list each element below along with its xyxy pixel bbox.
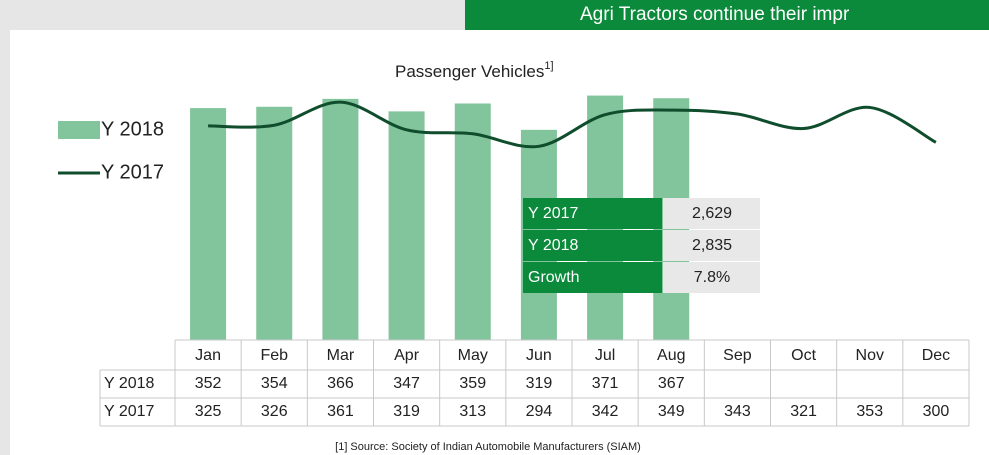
summary-label: Growth: [528, 269, 580, 286]
summary-label: Y 2018: [528, 237, 579, 254]
table-cell: 342: [592, 403, 619, 420]
x-tick-label: Feb: [260, 347, 288, 364]
bar: [322, 98, 359, 340]
legend-label: Y 2017: [101, 161, 164, 183]
summary-value: 7.8%: [694, 269, 730, 286]
table-cell: 367: [658, 375, 685, 392]
summary-value-bg: [663, 198, 760, 229]
x-tick-label: Apr: [394, 347, 420, 364]
table-cell: 319: [393, 403, 420, 420]
table-cell: 349: [658, 403, 685, 420]
bar: [190, 108, 227, 340]
legend-label: Y 2018: [101, 118, 164, 140]
bar: [454, 103, 491, 340]
summary-label-bg: [523, 198, 662, 229]
table-cell: 319: [526, 375, 553, 392]
summary-value: 2,629: [692, 205, 732, 222]
summary-label: Y 2017: [528, 205, 579, 222]
summary-label-bg: [523, 262, 662, 293]
x-tick-label: Jan: [195, 347, 221, 364]
table-cell: 294: [526, 403, 553, 420]
table-cell: 353: [856, 403, 883, 420]
table-cell: 361: [327, 403, 354, 420]
table-cell: 325: [195, 403, 222, 420]
table-cell: 321: [790, 403, 817, 420]
table-cell: 352: [195, 375, 222, 392]
legend-swatch: [58, 121, 100, 139]
title-note: 1]: [544, 60, 553, 72]
table-cell: 343: [724, 403, 751, 420]
table-cell: 371: [592, 375, 619, 392]
bar: [388, 111, 425, 340]
table-cell: 300: [923, 403, 950, 420]
table-cell: 354: [261, 375, 288, 392]
x-tick-label: May: [458, 347, 488, 364]
banner-bg: [465, 0, 989, 30]
summary-value-bg: [663, 262, 760, 293]
banner-text: Agri Tractors continue their impr: [580, 4, 850, 25]
panel: [10, 30, 989, 455]
table-cell: 347: [393, 375, 420, 392]
footnote: [1] Source: Society of Indian Automobile…: [335, 441, 641, 453]
x-tick-label: Oct: [791, 347, 816, 364]
x-tick-label: Aug: [657, 347, 685, 364]
x-tick-label: Mar: [327, 347, 355, 364]
table-cell: 366: [327, 375, 354, 392]
table-cell: 326: [261, 403, 288, 420]
summary-value: 2,835: [692, 237, 732, 254]
x-tick-label: Jun: [526, 347, 552, 364]
table-row-label: Y 2018: [104, 375, 155, 392]
table-row-label: Y 2017: [104, 403, 155, 420]
title-text: Passenger Vehicles: [395, 62, 544, 81]
bar: [256, 106, 293, 340]
x-tick-label: Dec: [922, 347, 950, 364]
chart-title: Passenger Vehicles1]: [395, 60, 554, 82]
x-tick-label: Sep: [723, 347, 752, 364]
summary-value-bg: [663, 230, 760, 261]
table-cell: 313: [459, 403, 486, 420]
table-cell: 359: [459, 375, 486, 392]
summary-label-bg: [523, 230, 662, 261]
x-tick-label: Jul: [595, 347, 615, 364]
line: [208, 100, 937, 149]
x-tick-label: Nov: [856, 347, 884, 364]
